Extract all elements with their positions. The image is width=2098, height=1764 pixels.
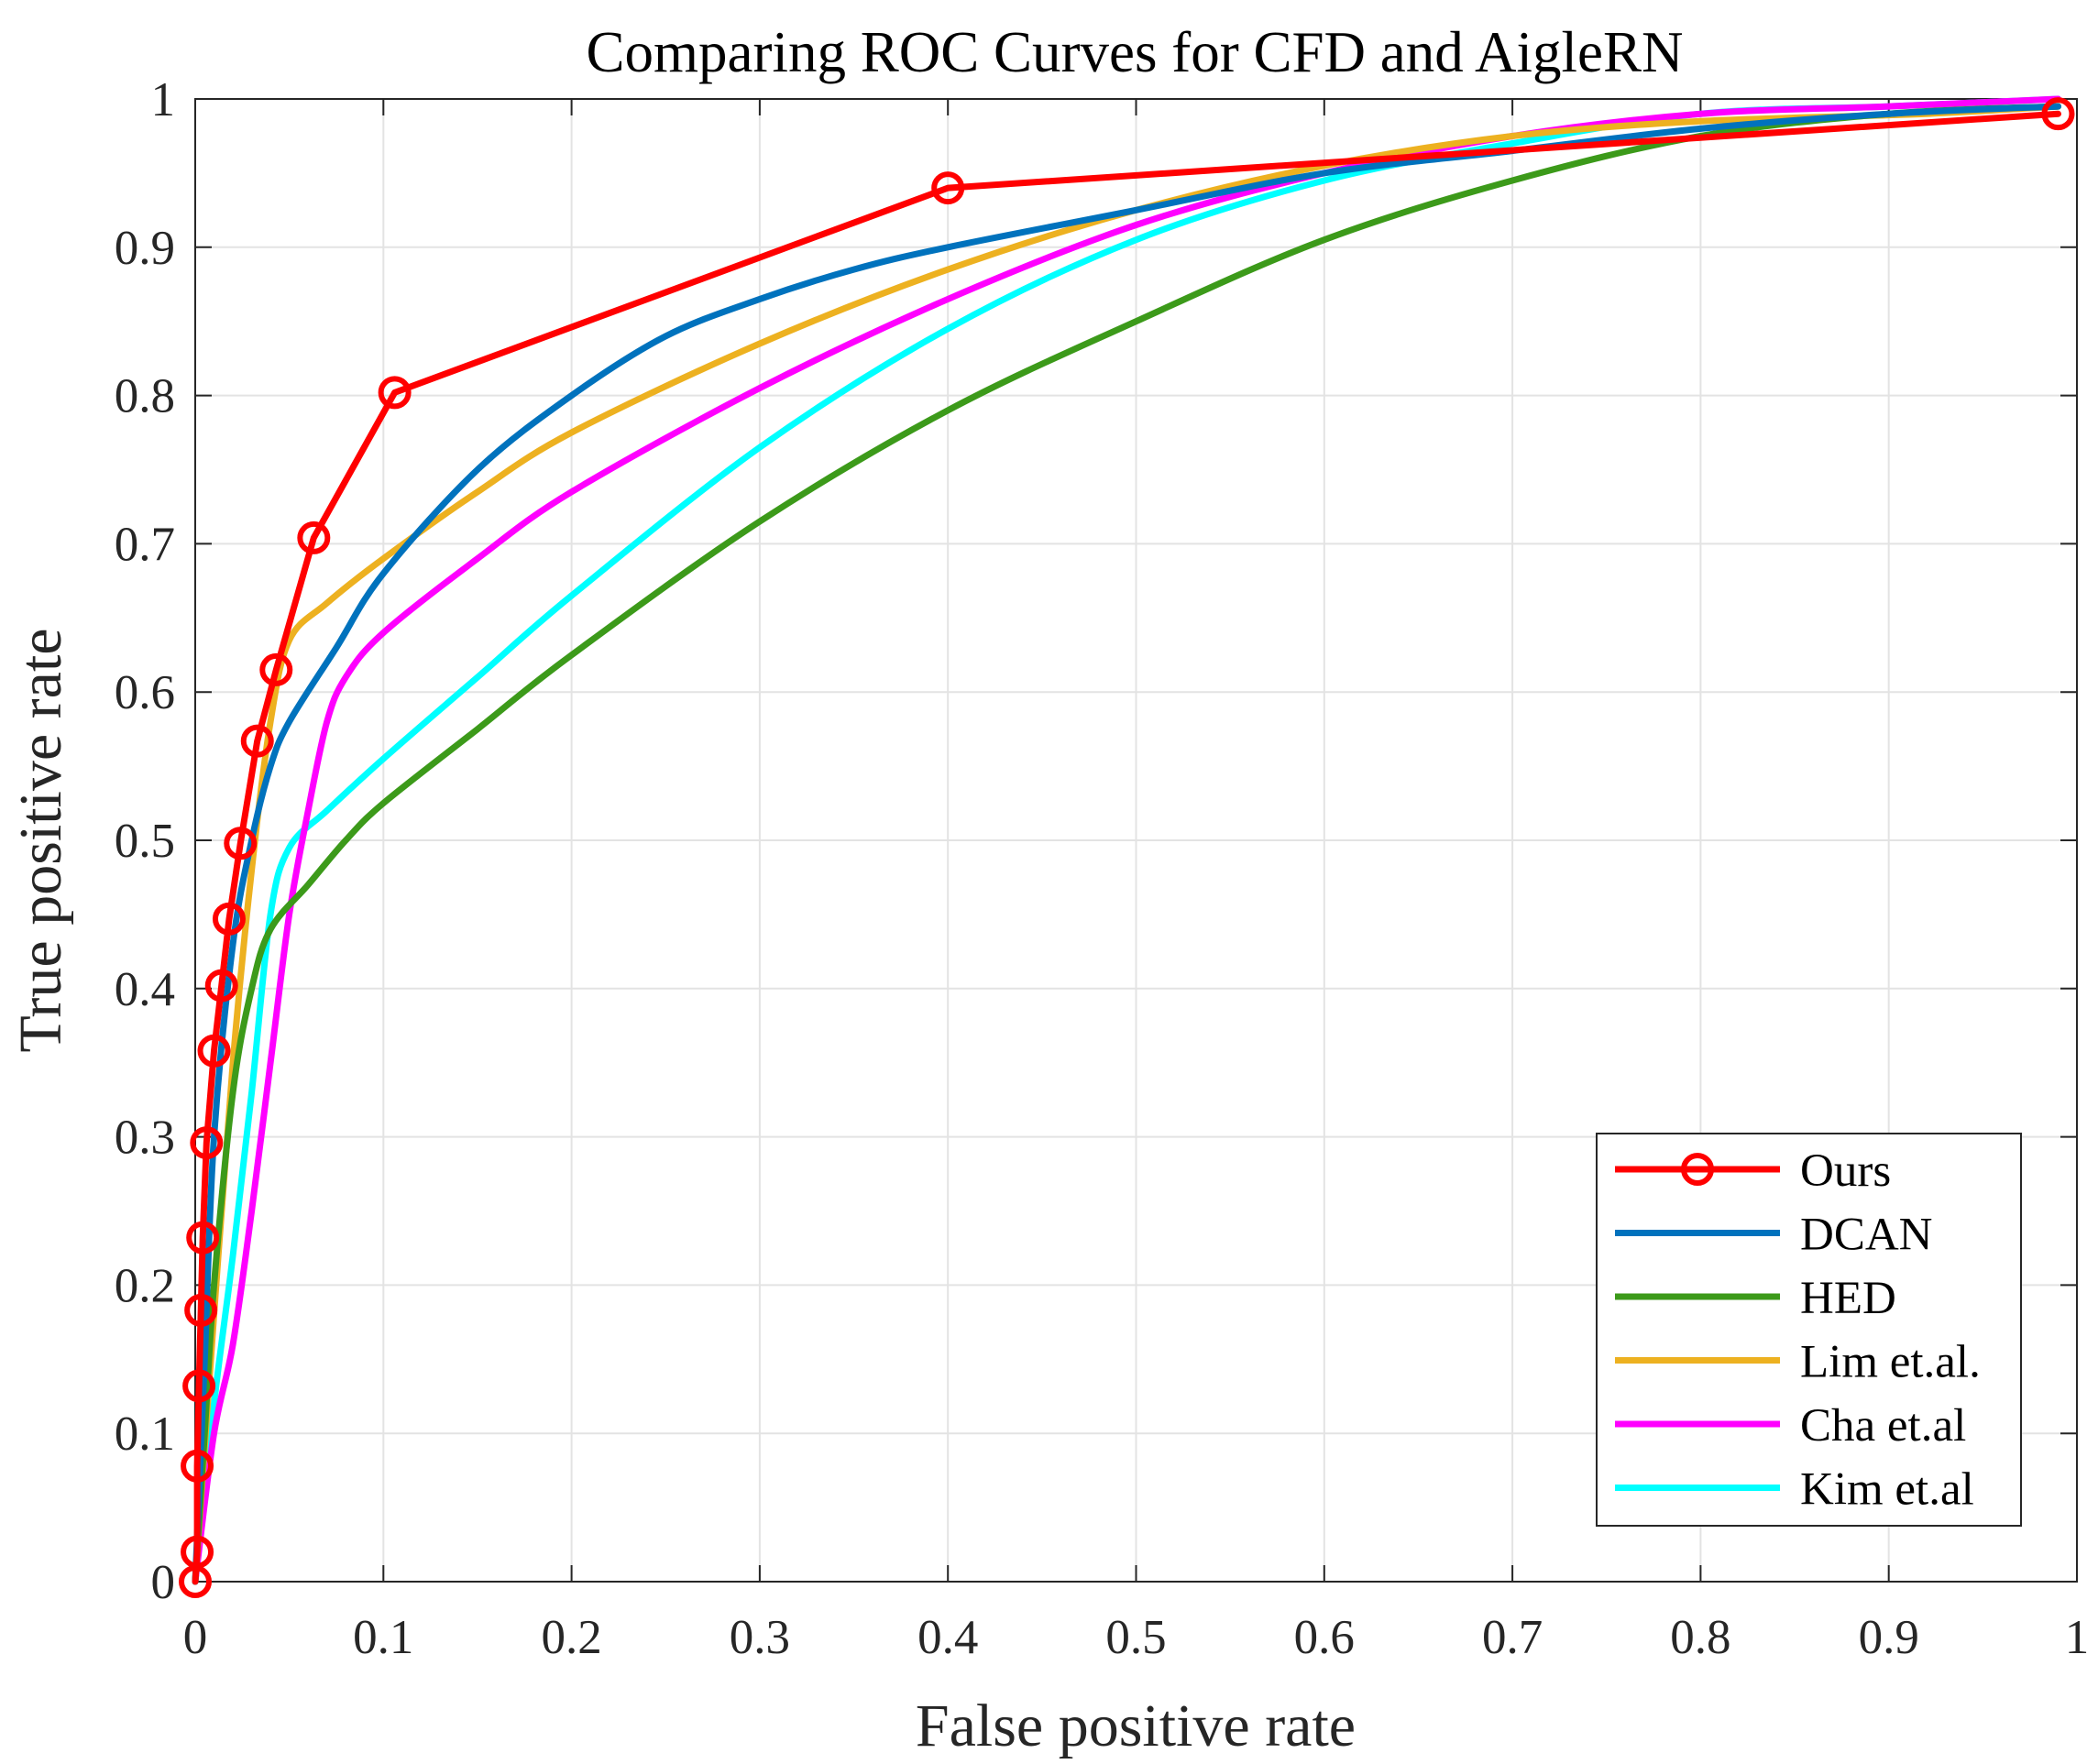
- legend-label-kim-et-al: Kim et.al: [1800, 1464, 1974, 1516]
- data-point-ours: [204, 969, 238, 1003]
- legend-label-hed: HED: [1800, 1273, 1896, 1324]
- x-axis-label: False positive rate: [916, 1693, 1356, 1759]
- x-tick-label: 0.8: [1670, 1611, 1730, 1664]
- data-point-ours: [186, 1221, 220, 1255]
- y-tick-label: 0.5: [115, 815, 175, 868]
- y-tick-label: 0.6: [115, 666, 175, 719]
- legend-label-ours: Ours: [1800, 1145, 1891, 1197]
- data-point-ours: [224, 827, 258, 860]
- data-point-ours: [259, 652, 293, 686]
- data-point-ours: [182, 1369, 216, 1403]
- data-point-ours: [197, 1034, 231, 1068]
- x-tick-label: 0.1: [353, 1611, 413, 1664]
- data-point-ours: [2041, 97, 2075, 131]
- data-point-ours: [212, 902, 246, 936]
- x-tick-label: 0.7: [1482, 1611, 1543, 1664]
- y-tick-labels: 0 0.1 0.2 0.3 0.4 0.5 0.6 0.7 0.8 0.9 1: [115, 73, 175, 1609]
- y-tick-label: 1: [151, 73, 176, 126]
- series-line-lim-et-al: [192, 103, 2061, 1585]
- x-tick-label: 0.6: [1294, 1611, 1355, 1664]
- x-tick-label: 0.4: [917, 1611, 978, 1664]
- data-point-ours: [297, 520, 331, 554]
- x-tick-label: 0: [183, 1611, 208, 1664]
- y-tick-label: 0.7: [115, 518, 175, 571]
- legend-label-lim-et-al: Lim et.al.: [1800, 1337, 1981, 1388]
- x-tick-label: 1: [2065, 1611, 2090, 1664]
- y-tick-label: 0.3: [115, 1112, 175, 1165]
- y-tick-label: 0.1: [115, 1408, 175, 1461]
- x-tick-label: 0.5: [1105, 1611, 1166, 1664]
- series-line-ours: [192, 110, 2061, 1585]
- data-point-ours: [181, 1449, 214, 1483]
- data-point-ours: [240, 724, 274, 758]
- y-tick-label: 0: [151, 1556, 176, 1609]
- legend-label-cha-et-al: Cha et.al: [1800, 1400, 1966, 1452]
- legend-box: [1596, 1133, 2022, 1527]
- y-tick-label: 0.9: [115, 222, 175, 275]
- data-point-ours: [190, 1126, 224, 1160]
- x-tick-label: 0.9: [1859, 1611, 1919, 1664]
- legend-label-dcan: DCAN: [1800, 1210, 1933, 1261]
- data-point-ours: [181, 1535, 214, 1569]
- y-tick-label: 0.4: [115, 963, 175, 1016]
- x-tick-label: 0.2: [541, 1611, 601, 1664]
- series-line-hed: [192, 103, 2061, 1585]
- y-tick-label: 0.8: [115, 370, 175, 423]
- y-axis-label: True positive rate: [7, 628, 74, 1052]
- data-point-ours: [184, 1293, 218, 1327]
- chart-title: Comparing ROC Curves for CFD and AigleRN: [587, 20, 1684, 84]
- y-tick-label: 0.2: [115, 1259, 175, 1312]
- data-point-ours: [931, 171, 965, 205]
- x-tick-label: 0.3: [730, 1611, 790, 1664]
- series-layer: [179, 95, 2075, 1598]
- data-point-ours: [378, 376, 412, 410]
- x-tick-labels: 0 0.1 0.2 0.3 0.4 0.5 0.6 0.7 0.8 0.9 1: [183, 1611, 2090, 1664]
- legend: Ours DCAN HED Lim et.al. Cha et.al Kim et.al: [1596, 1133, 2022, 1527]
- legend-marker-ours: [1681, 1153, 1714, 1186]
